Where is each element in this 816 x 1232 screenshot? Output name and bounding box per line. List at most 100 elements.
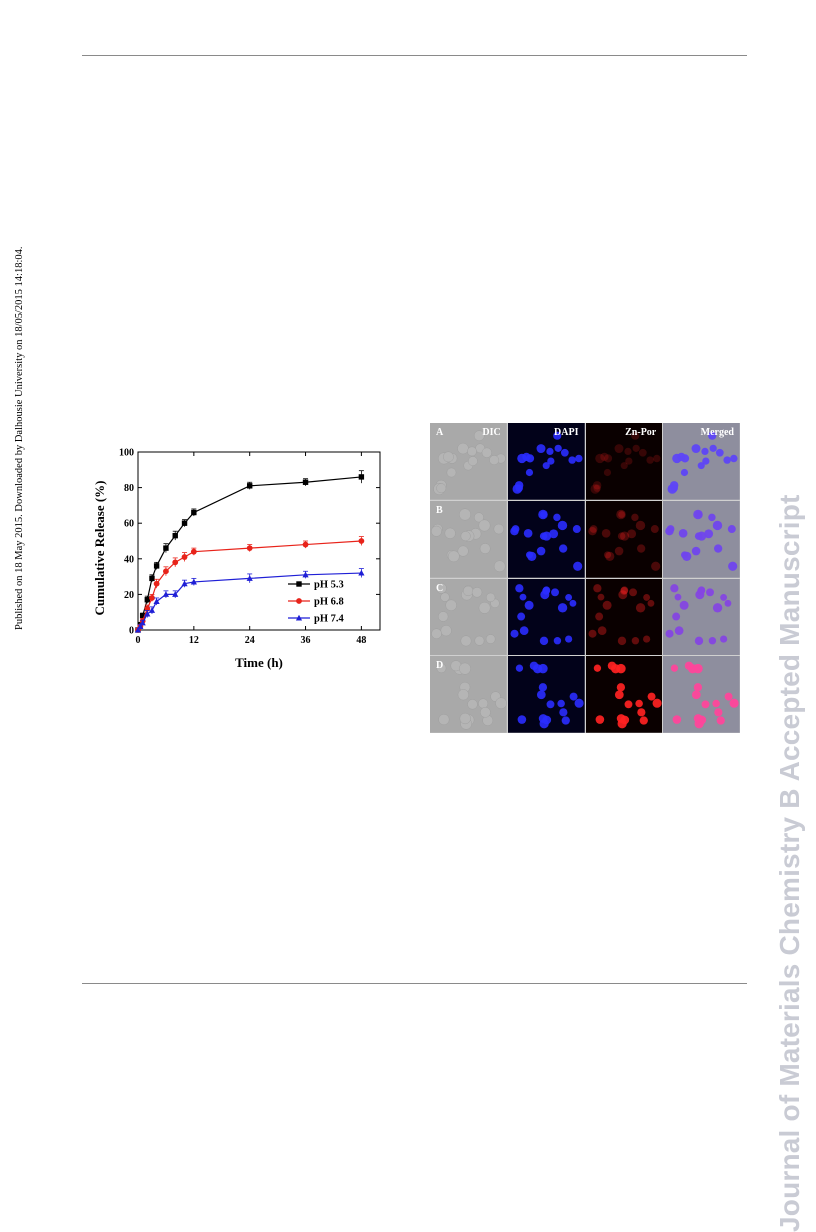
data-point (191, 509, 197, 516)
dic-cell (436, 663, 447, 674)
merged-cell (724, 692, 733, 701)
znpor-signal (590, 484, 600, 494)
merged-cell (723, 456, 732, 464)
dapi-nucleus (542, 462, 550, 470)
znpor-signal (620, 462, 628, 470)
merged-cell (693, 509, 704, 520)
znpor-signal (645, 456, 654, 464)
merged-cell (694, 683, 703, 692)
row-label-b: B (436, 504, 443, 516)
column-label-merged: Merged (700, 427, 734, 438)
dic-cell (471, 586, 483, 597)
dapi-nucleus (523, 528, 533, 538)
dapi-nucleus (560, 448, 569, 457)
data-point (358, 474, 365, 480)
legend-entry: pH 7.4 (314, 614, 345, 625)
merged-cell (679, 600, 689, 610)
merged-cell (672, 612, 681, 620)
legend-marker (295, 614, 303, 621)
row-label-a: A (436, 427, 444, 438)
legend-marker (296, 598, 302, 604)
znpor-signal (628, 587, 637, 596)
dapi-nucleus (564, 593, 572, 601)
data-point (358, 538, 365, 544)
data-point (137, 623, 144, 629)
merged-cell (675, 625, 684, 635)
znpor-signal (652, 454, 661, 463)
micro-panel-c-merged (663, 578, 740, 656)
dic-cell (457, 442, 469, 455)
merged-cell (685, 661, 694, 671)
merged-cell (706, 587, 715, 596)
znpor-signal (588, 629, 597, 638)
y-tick-label: 20 (124, 590, 134, 601)
dapi-nucleus (537, 509, 548, 520)
dapi-nucleus (539, 636, 548, 645)
dic-cell (474, 512, 484, 523)
znpor-signal (630, 513, 639, 521)
dapi-nucleus (557, 520, 567, 530)
dic-cell (460, 634, 472, 646)
x-axis-label: Time (h) (235, 655, 283, 670)
znpor-signal (616, 683, 625, 692)
data-point (302, 479, 309, 485)
dapi-nucleus (568, 456, 576, 464)
dapi-nucleus (516, 612, 525, 620)
micro-panel-d-dapi (507, 656, 585, 733)
y-tick-label: 60 (124, 519, 134, 530)
data-point (153, 580, 160, 587)
micro-panel-d-dic: D (430, 656, 507, 733)
dapi-nucleus (553, 636, 561, 644)
data-point (149, 595, 155, 601)
dapi-nucleus (519, 625, 529, 635)
znpor-signal (601, 528, 610, 538)
dic-cell (479, 542, 491, 554)
znpor-signal (614, 546, 623, 556)
dapi-nucleus (546, 447, 554, 455)
znpor-signal (634, 699, 643, 708)
dic-cell (457, 689, 469, 701)
znpor-signal (623, 447, 632, 455)
znpor-signal (630, 431, 639, 440)
dapi-nucleus (522, 452, 531, 462)
dapi-nucleus (529, 661, 538, 671)
merged-cell (708, 636, 717, 644)
merged-cell (720, 634, 728, 643)
merged-cell (695, 532, 703, 540)
merged-cell (670, 484, 679, 492)
dapi-nucleus (541, 586, 550, 595)
dic-cell (478, 601, 491, 614)
dapi-nucleus (536, 690, 546, 700)
znpor-signal (617, 589, 627, 599)
znpor-signal (652, 698, 662, 709)
column-label-znpor: Zn-Por (625, 427, 657, 438)
dic-cell (495, 697, 507, 710)
merged-cell (709, 444, 718, 452)
merged-cell (704, 529, 714, 538)
dapi-nucleus (554, 444, 562, 452)
dic-cell (459, 662, 471, 675)
dic-cell (474, 635, 485, 646)
dic-cell (481, 447, 492, 458)
micro-panel-b-dapi (507, 500, 585, 578)
dapi-nucleus (517, 715, 526, 725)
micro-panel-a-merged: Merged (663, 423, 740, 500)
dic-cell (438, 714, 450, 726)
dic-cell (478, 698, 489, 709)
merged-cell (701, 700, 710, 709)
dapi-nucleus (561, 716, 570, 725)
merged-cell (681, 468, 689, 477)
dapi-nucleus (536, 444, 546, 454)
znpor-signal (615, 664, 626, 674)
znpor-signal (602, 600, 612, 610)
znpor-signal (647, 692, 656, 701)
x-tick-label: 24 (245, 635, 255, 646)
znpor-signal (642, 593, 650, 601)
micro-panel-a-dapi: DAPI (507, 423, 585, 500)
data-point (246, 545, 253, 552)
merged-cell (713, 602, 723, 613)
dapi-nucleus (519, 593, 527, 601)
dic-cell (485, 633, 496, 644)
merged-cell (665, 526, 674, 536)
